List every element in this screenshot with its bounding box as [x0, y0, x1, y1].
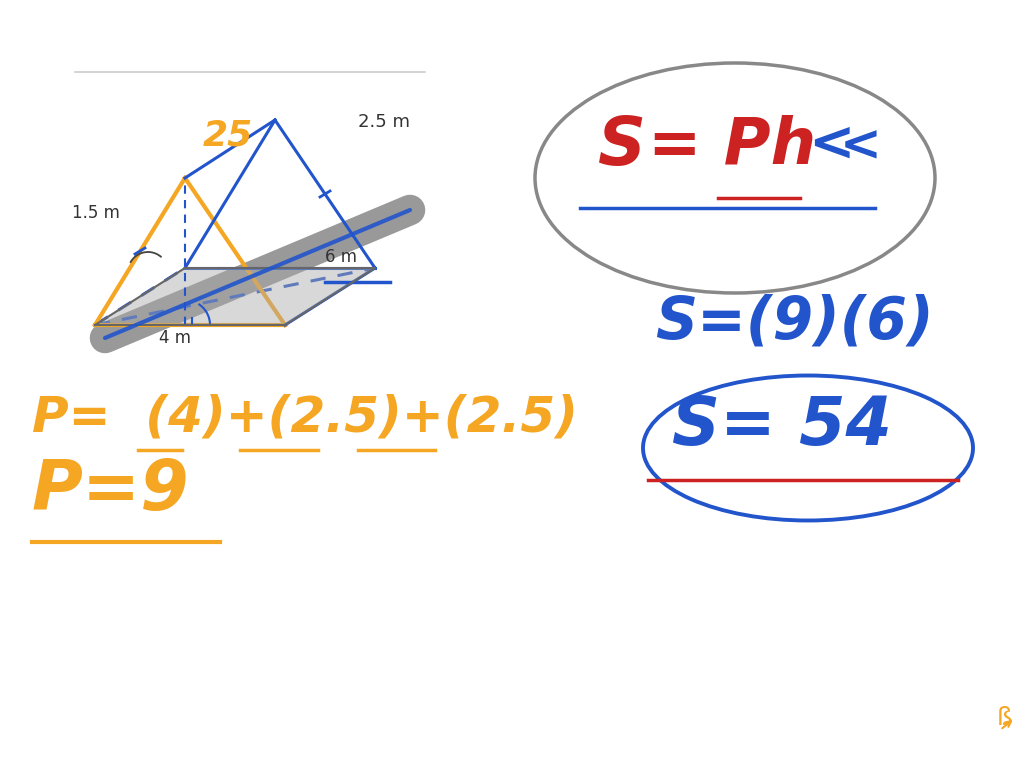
Text: = Ph: = Ph — [648, 114, 816, 176]
Text: <: < — [840, 122, 882, 170]
Text: P=  (4)+(2.5)+(2.5): P= (4)+(2.5)+(2.5) — [32, 394, 578, 442]
Text: S= 54: S= 54 — [672, 393, 892, 459]
Ellipse shape — [535, 63, 935, 293]
Text: 2.5 m: 2.5 m — [358, 113, 410, 131]
Text: P=9: P=9 — [32, 457, 189, 524]
Text: 1.5 m: 1.5 m — [72, 204, 120, 222]
Text: S=(9)(6): S=(9)(6) — [655, 293, 934, 350]
Text: 6 m: 6 m — [325, 248, 357, 266]
Ellipse shape — [643, 376, 973, 521]
Text: <: < — [808, 118, 854, 172]
Text: 25: 25 — [203, 118, 253, 152]
Text: 4 m: 4 m — [159, 329, 191, 347]
Polygon shape — [95, 268, 375, 325]
Text: ß: ß — [997, 706, 1013, 730]
Text: S: S — [598, 113, 646, 179]
